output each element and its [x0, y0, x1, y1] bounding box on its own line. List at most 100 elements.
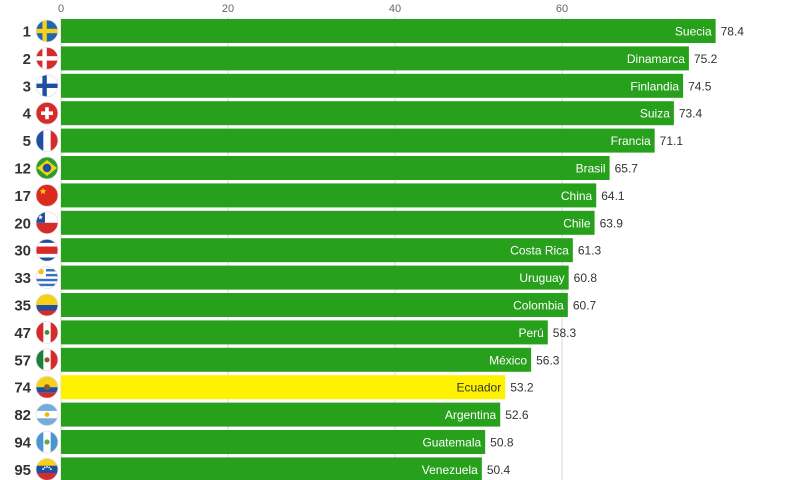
bar: [61, 457, 482, 480]
bar: [61, 320, 548, 345]
bar-country-label: Uruguay: [519, 271, 564, 285]
bar-country-label: Perú: [518, 326, 543, 340]
bar-value-label: 60.7: [573, 299, 597, 313]
bar: [61, 375, 506, 400]
x-tick-label: 20: [222, 3, 234, 15]
bar-country-label: Guatemala: [422, 436, 481, 450]
bar-value-label: 65.7: [615, 162, 639, 176]
guatemala-flag-icon: [35, 430, 59, 454]
brazil-flag-icon: [35, 156, 59, 180]
ecuador-flag-icon: [35, 375, 59, 399]
rank-label: 82: [14, 407, 31, 424]
bar-country-label: Costa Rica: [510, 244, 569, 258]
bar-value-label: 75.2: [694, 52, 718, 66]
rank-label: 20: [14, 215, 31, 232]
rank-label: 5: [23, 133, 31, 150]
bar-value-label: 53.2: [510, 381, 534, 395]
rank-label: 17: [14, 188, 31, 205]
bar-country-label: Colombia: [513, 299, 564, 313]
bar-row: 17 China 64.1: [14, 183, 625, 208]
mexico-flag-icon: [35, 348, 59, 372]
bar-row: 74 Ecuador 53.2: [14, 375, 534, 400]
bar-row: 12 Brasil 65.7: [14, 156, 638, 180]
bar-country-label: México: [489, 353, 527, 367]
peru-flag-icon: [35, 320, 59, 344]
argentina-flag-icon: [35, 403, 59, 427]
bar: [61, 265, 569, 290]
bar-country-label: Venezuela: [422, 463, 478, 477]
bar-country-label: Finlandia: [630, 79, 679, 93]
denmark-flag-icon: [35, 47, 59, 70]
bar-row: 57 México 56.3: [14, 347, 560, 372]
bar-row: 35 Colombia 60.7: [14, 293, 597, 317]
china-flag-icon: [35, 183, 59, 207]
bar-country-label: Brasil: [576, 162, 606, 176]
bar-country-label: Suiza: [640, 107, 670, 121]
switzerland-flag-icon: [35, 101, 59, 125]
x-tick-label: 40: [389, 3, 401, 15]
bar: [61, 293, 568, 317]
finland-flag-icon: [35, 74, 59, 98]
france-flag-icon: [35, 129, 59, 153]
bar: [61, 238, 573, 263]
bar-value-label: 61.3: [578, 244, 602, 258]
bar-value-label: 50.8: [490, 436, 514, 450]
bar-row: 82 Argentina 52.6: [14, 402, 529, 427]
rank-label: 57: [14, 352, 31, 369]
bar-row: 47 Perú 58.3: [14, 320, 577, 345]
bar-row: 20 Chile 63.9: [14, 210, 624, 235]
bar-row: 30 Costa Rica 61.3: [14, 238, 602, 263]
bar-row: 1 Suecia 78.4: [23, 19, 745, 43]
bar-row: 3 Finlandia 74.5: [23, 73, 712, 98]
bar: [61, 402, 501, 427]
rank-label: 47: [14, 325, 31, 342]
bar-country-label: China: [561, 189, 593, 203]
rank-label: 2: [23, 51, 31, 68]
bar: [61, 210, 595, 235]
bar-row: 2 Dinamarca 75.2: [23, 46, 718, 71]
uruguay-flag-icon: [35, 266, 59, 290]
rank-label: 94: [14, 435, 31, 452]
bar-country-label: Suecia: [675, 25, 712, 39]
bar: [61, 183, 597, 208]
bar-value-label: 64.1: [601, 189, 625, 203]
colombia-flag-icon: [35, 293, 59, 317]
bar-value-label: 58.3: [553, 326, 577, 340]
bar: [61, 101, 674, 126]
x-tick-label: 60: [556, 3, 568, 15]
bar: [61, 347, 532, 372]
bar-value-label: 74.5: [688, 79, 712, 93]
bar: [61, 73, 684, 98]
bar: [61, 19, 716, 43]
rank-label: 3: [23, 78, 31, 95]
rank-label: 35: [14, 298, 31, 315]
bar-value-label: 52.6: [505, 408, 529, 422]
rank-label: 74: [14, 380, 31, 397]
bar-country-label: Chile: [563, 216, 591, 230]
bar-value-label: 50.4: [487, 463, 511, 477]
rank-label: 33: [14, 270, 31, 287]
x-axis-ticks: 0 20 40 60: [58, 3, 568, 15]
rank-label: 30: [14, 243, 31, 260]
bar-row: 95 Venezuela 50.4: [14, 457, 511, 480]
bar: [61, 128, 655, 153]
bar-value-label: 60.8: [574, 271, 598, 285]
costa-rica-flag-icon: [35, 238, 59, 262]
bar-value-label: 73.4: [679, 107, 703, 121]
bar-row: 94 Guatemala 50.8: [14, 430, 514, 454]
bar-value-label: 71.1: [660, 134, 684, 148]
bar-row: 4 Suiza 73.4: [23, 101, 703, 126]
rank-label: 4: [23, 106, 32, 123]
bar-country-label: Francia: [611, 134, 651, 148]
rank-label: 12: [14, 161, 31, 178]
chile-flag-icon: [35, 211, 59, 235]
x-tick-label: 0: [58, 3, 64, 15]
rank-label: 1: [23, 24, 31, 41]
rank-label: 95: [14, 462, 31, 479]
bar-value-label: 78.4: [721, 25, 745, 39]
bar: [61, 430, 486, 454]
bar-value-label: 56.3: [536, 353, 560, 367]
bar-country-label: Argentina: [445, 408, 497, 422]
bar-value-label: 63.9: [600, 216, 624, 230]
